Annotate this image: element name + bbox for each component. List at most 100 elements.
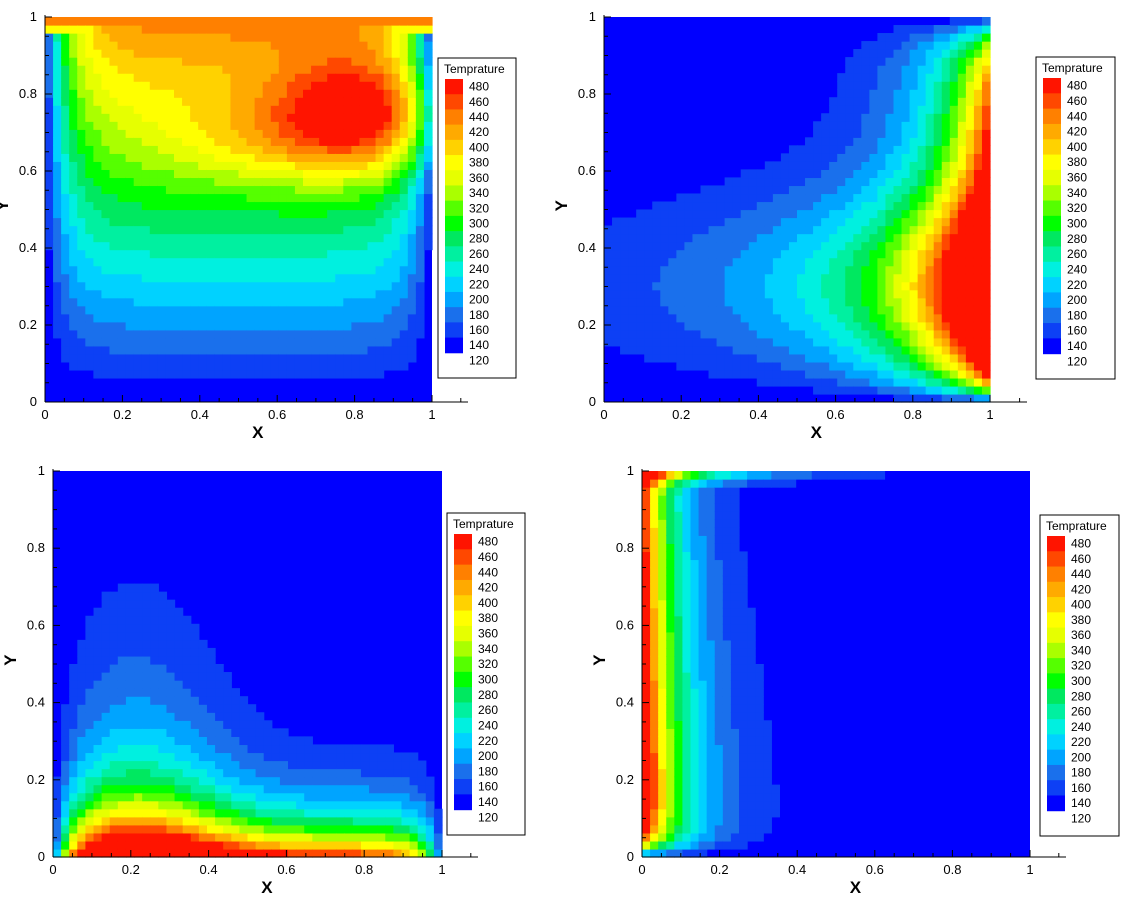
contour-cell (385, 768, 394, 778)
contour-cell (141, 153, 151, 162)
contour-cell (53, 209, 62, 219)
contour-cell (328, 752, 338, 762)
contour-cell (117, 65, 127, 74)
contour-cell (327, 361, 336, 371)
contour-cell (206, 664, 216, 673)
contour-cell (343, 321, 352, 331)
contour-cell (93, 696, 103, 705)
contour-cell (708, 233, 718, 243)
contour-cell (676, 273, 686, 283)
contour-cell (222, 289, 232, 299)
contour-cell (294, 329, 304, 339)
contour-cell (692, 353, 702, 363)
contour-cell (383, 97, 393, 106)
contour-cell (393, 784, 403, 794)
contour-cell (399, 345, 409, 355)
contour-cell (756, 193, 766, 203)
contour-cell (383, 137, 393, 146)
contour-cell (383, 129, 393, 138)
contour-cell (141, 121, 151, 130)
contour-cell (319, 49, 328, 58)
contour-cell (885, 201, 895, 211)
y-tick-label: 0.4 (27, 695, 45, 710)
contour-cell (399, 49, 409, 58)
contour-cell (391, 49, 401, 58)
contour-cell (367, 57, 377, 66)
contour-cell (278, 161, 288, 170)
contour-cell (885, 105, 895, 114)
contour-cell (861, 305, 870, 315)
contour-cell (279, 744, 289, 754)
contour-cell (821, 265, 830, 275)
contour-cell (604, 297, 613, 307)
contour-cell (941, 49, 951, 58)
contour-cell (93, 17, 103, 26)
contour-cell (214, 289, 223, 299)
contour-cell (700, 353, 710, 363)
contour-cell (262, 129, 272, 138)
contour-cell (133, 121, 143, 130)
contour-cell (973, 89, 983, 98)
contour-cell (628, 321, 637, 331)
contour-cell (369, 792, 378, 802)
contour-cell (415, 209, 425, 219)
contour-cell (278, 185, 288, 195)
contour-cell (788, 169, 798, 179)
contour-cell (343, 25, 352, 34)
contour-cell (101, 672, 111, 681)
contour-cell (644, 257, 653, 267)
contour-cell (239, 752, 249, 762)
contour-cell (973, 105, 983, 114)
contour-cell (190, 217, 199, 227)
contour-cell (134, 696, 143, 705)
contour-cell (125, 840, 135, 850)
contour-cell (925, 353, 935, 363)
contour-cell (853, 241, 862, 251)
contour-cell (278, 233, 288, 243)
contour-cell (949, 169, 959, 179)
contour-cell (93, 137, 103, 146)
contour-cell (981, 17, 991, 26)
contour-cell (797, 177, 806, 187)
contour-cell (198, 153, 207, 162)
contour-cell (668, 321, 677, 331)
contour-cell (756, 377, 766, 387)
contour-cell (797, 345, 806, 355)
contour-cell (869, 137, 879, 146)
contour-cell (69, 808, 78, 818)
contour-cell (61, 161, 70, 170)
contour-cell (288, 848, 297, 858)
contour-cell (660, 233, 669, 243)
contour-cell (247, 816, 257, 826)
contour-cell (319, 201, 328, 211)
x-tick-label: 0.8 (904, 407, 922, 422)
contour-cell (861, 89, 870, 98)
contour-cell (206, 776, 216, 786)
contour-cell (383, 105, 393, 114)
contour-cell (117, 297, 127, 307)
contour-cell (917, 369, 927, 379)
contour-cell (246, 65, 256, 74)
contour-cell (829, 241, 838, 251)
contour-cell (247, 776, 257, 786)
contour-cell (652, 321, 661, 331)
contour-cell (271, 776, 281, 786)
contour-cell (909, 281, 919, 291)
contour-cell (367, 65, 377, 74)
contour-cell (125, 153, 135, 162)
contour-cell (941, 25, 951, 34)
contour-cell (941, 209, 951, 219)
contour-cell (141, 41, 151, 50)
contour-cell (391, 193, 401, 203)
contour-cell (909, 137, 919, 146)
contour-cell (716, 265, 726, 275)
contour-cell (724, 305, 734, 315)
contour-cell (869, 249, 879, 259)
contour-cell (271, 768, 281, 778)
contour-cell (359, 209, 369, 219)
contour-cell (174, 105, 183, 114)
contour-cell (869, 361, 879, 371)
contour-cell (125, 81, 135, 90)
contour-cell (981, 313, 991, 323)
contour-cell (53, 73, 62, 82)
